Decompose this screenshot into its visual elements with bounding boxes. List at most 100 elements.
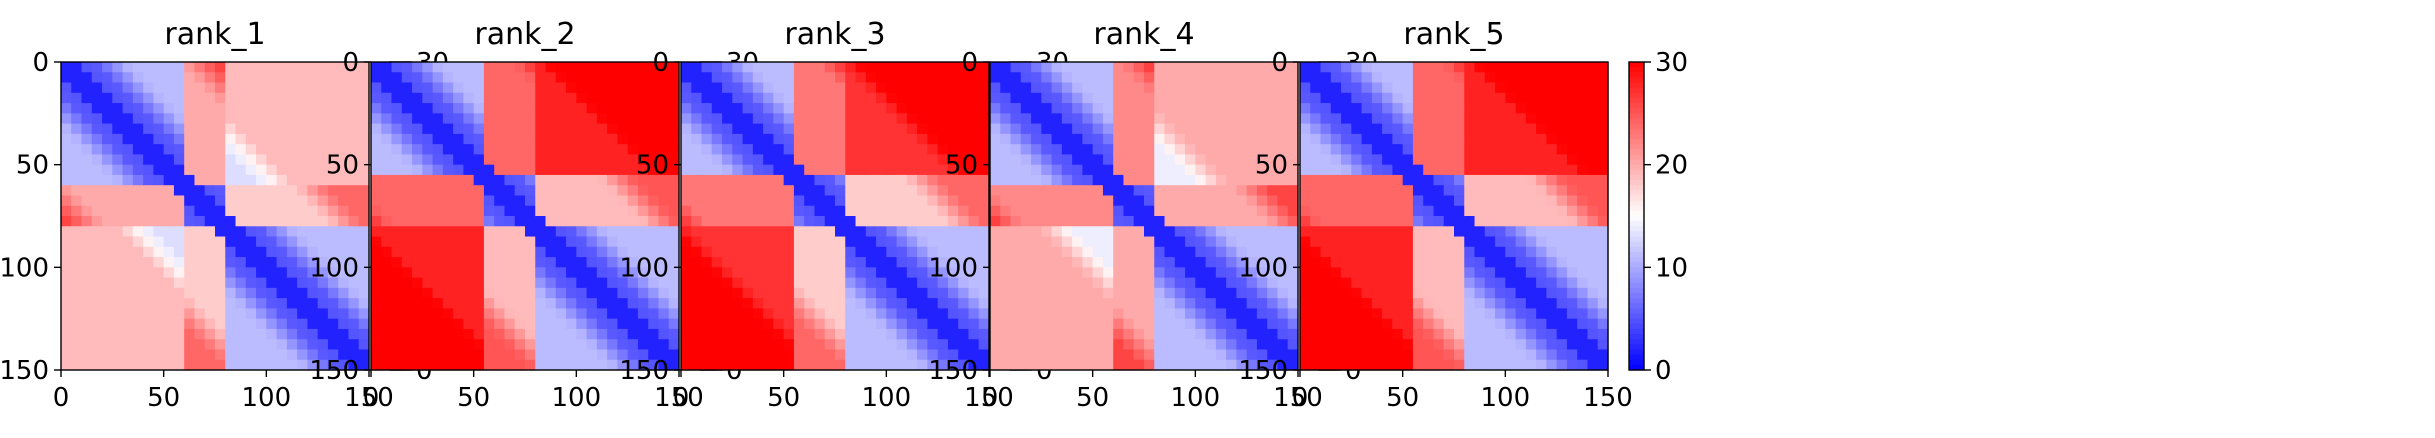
heatmap-cell xyxy=(1361,318,1373,330)
heatmap-cell xyxy=(576,164,588,176)
heatmap-cell xyxy=(1382,164,1393,176)
heatmap-cell xyxy=(1443,298,1455,309)
heatmap-cell xyxy=(286,154,298,166)
heatmap-cell xyxy=(927,92,939,104)
heatmap-cell xyxy=(348,226,360,238)
heatmap-cell xyxy=(173,226,185,238)
heatmap-cell xyxy=(927,144,939,155)
heatmap-cell xyxy=(947,257,959,268)
heatmap-cell xyxy=(432,113,444,125)
heatmap-cell xyxy=(691,123,703,135)
heatmap-cell xyxy=(1195,103,1207,114)
heatmap-cell xyxy=(412,195,423,207)
heatmap-cell xyxy=(855,216,867,227)
heatmap-cell xyxy=(1371,318,1383,330)
heatmap-cell xyxy=(102,205,113,217)
heatmap-cell xyxy=(1515,339,1527,351)
heatmap-cell xyxy=(937,236,949,248)
heatmap-cell xyxy=(132,359,144,371)
heatmap-cell xyxy=(1330,277,1342,289)
heatmap-cell xyxy=(773,133,785,145)
heatmap-cell xyxy=(566,216,577,227)
heatmap-cell xyxy=(225,195,237,207)
heatmap-cell xyxy=(752,298,764,309)
heatmap-cell xyxy=(463,246,475,258)
heatmap-cell xyxy=(348,113,360,125)
heatmap-cell xyxy=(793,277,805,289)
heatmap-cell xyxy=(1061,226,1073,238)
heatmap-cell xyxy=(545,123,557,135)
heatmap-cell xyxy=(412,123,423,135)
heatmap-cell xyxy=(1226,226,1237,238)
heatmap-cell xyxy=(327,103,339,114)
heatmap-cell xyxy=(317,216,329,227)
heatmap-cell xyxy=(391,298,403,309)
heatmap-cell xyxy=(937,205,949,217)
heatmap-cell xyxy=(627,298,639,309)
heatmap-cell xyxy=(586,267,598,279)
heatmap-cell xyxy=(1320,113,1332,125)
heatmap-cell xyxy=(81,277,93,289)
heatmap-cell xyxy=(525,359,536,371)
heatmap-cell xyxy=(173,257,185,268)
heatmap-cell xyxy=(504,103,516,114)
heatmap-cell xyxy=(1000,185,1012,197)
heatmap-cell xyxy=(412,277,423,289)
heatmap-cell xyxy=(1566,328,1578,340)
heatmap-cell xyxy=(1371,82,1383,94)
heatmap-cell xyxy=(576,103,588,114)
heatmap-cell xyxy=(596,72,608,84)
heatmap-cell xyxy=(91,123,103,135)
heatmap-cell xyxy=(1330,103,1342,114)
heatmap-cell xyxy=(1536,216,1547,227)
heatmap-cell xyxy=(381,205,393,217)
heatmap-cell xyxy=(742,236,754,248)
heatmap-cell xyxy=(1123,298,1135,309)
heatmap-cell xyxy=(1310,328,1322,340)
heatmap-cell xyxy=(1267,339,1279,351)
heatmap-cell xyxy=(1174,82,1186,94)
heatmap-cell xyxy=(617,82,629,94)
heatmap-cell xyxy=(1072,103,1083,114)
heatmap-cell xyxy=(927,246,939,258)
heatmap-cell xyxy=(1092,123,1104,135)
heatmap-cell xyxy=(422,82,434,94)
heatmap-cell xyxy=(453,277,464,289)
heatmap-cell xyxy=(1256,267,1268,279)
heatmap-cell xyxy=(835,267,846,279)
heatmap-cell xyxy=(81,216,93,227)
heatmap-cell xyxy=(617,113,629,125)
heatmap-cell xyxy=(317,82,329,94)
heatmap-cell xyxy=(173,103,185,114)
heatmap-cell xyxy=(1010,257,1022,268)
heatmap-cell xyxy=(1361,133,1373,145)
heatmap-cell xyxy=(855,359,867,371)
heatmap-cell xyxy=(1246,257,1258,268)
heatmap-cell xyxy=(184,123,196,135)
heatmap-cell xyxy=(1267,195,1279,207)
heatmap-cell xyxy=(937,103,949,114)
heatmap-cell xyxy=(1484,133,1496,145)
heatmap-cell xyxy=(1310,123,1322,135)
heatmap-cell xyxy=(701,92,713,104)
heatmap-cell xyxy=(824,318,836,330)
heatmap-cell xyxy=(968,277,980,289)
heatmap-cell xyxy=(61,154,72,166)
heatmap-cell xyxy=(1392,277,1404,289)
heatmap-cell xyxy=(722,246,733,258)
heatmap-cell xyxy=(1092,318,1104,330)
heatmap-cell xyxy=(658,318,670,330)
heatmap-cell xyxy=(504,185,516,197)
heatmap-cell xyxy=(473,174,485,186)
colorbar-segment xyxy=(1629,108,1644,114)
heatmap-cell xyxy=(896,236,908,248)
heatmap-cell xyxy=(381,174,393,186)
heatmap-cell xyxy=(824,72,836,84)
heatmap-cell xyxy=(1205,298,1217,309)
colorbar-segment xyxy=(1629,82,1644,89)
heatmap-cell xyxy=(1525,82,1537,94)
colorbar-segment xyxy=(1629,262,1644,268)
heatmap-cell xyxy=(927,236,939,248)
heatmap-cell xyxy=(286,82,298,94)
heatmap-cell xyxy=(132,267,144,279)
